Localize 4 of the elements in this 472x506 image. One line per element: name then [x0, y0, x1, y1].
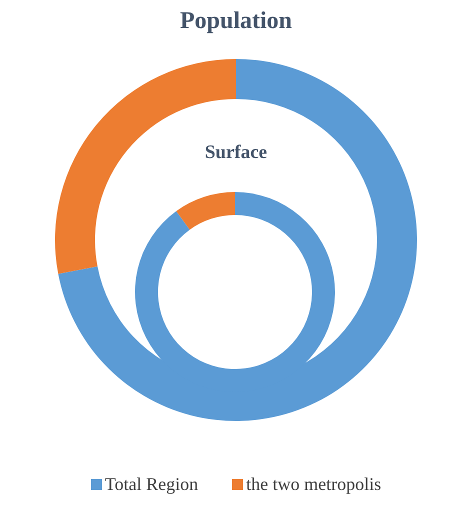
legend-label: Total Region: [104, 474, 198, 495]
slice-label: Surface: [204, 142, 268, 164]
legend-label: the two metropolis: [246, 474, 382, 495]
slice-label: Population: [178, 8, 294, 35]
